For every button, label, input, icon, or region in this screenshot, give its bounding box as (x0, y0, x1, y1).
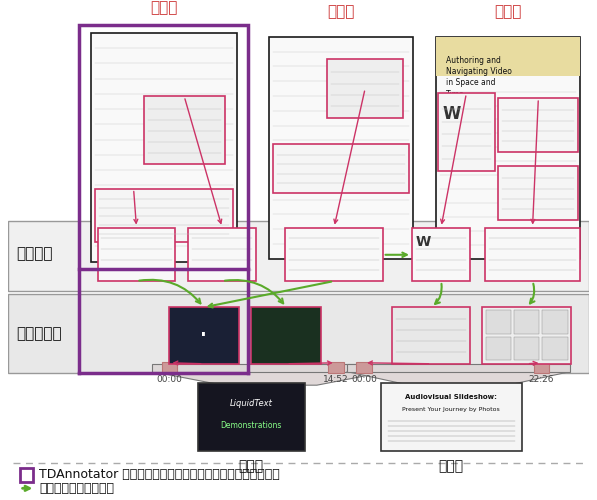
Bar (8, 220, 589, 291)
Bar (162, 362, 177, 372)
Text: 論文３: 論文３ (494, 4, 522, 20)
Text: 部分要素間の関係情報: 部分要素間の関係情報 (39, 482, 114, 495)
Bar (381, 383, 522, 452)
Bar (273, 144, 409, 192)
Text: W: W (416, 236, 431, 250)
Bar (542, 310, 568, 334)
Text: Audiovisual Slideshow:: Audiovisual Slideshow: (405, 394, 497, 400)
Bar (97, 228, 176, 281)
Bar (328, 362, 343, 372)
Bar (188, 228, 256, 281)
Bar (498, 166, 578, 220)
Text: Demonstrations: Demonstrations (221, 421, 282, 430)
Text: ·: · (199, 322, 208, 349)
Text: 映像シーン: 映像シーン (16, 326, 61, 341)
Bar (514, 336, 539, 360)
Text: 論文１: 論文１ (150, 0, 177, 16)
Bar (168, 308, 239, 364)
Bar (436, 37, 580, 76)
Bar (285, 228, 383, 281)
Text: 00:00: 00:00 (156, 376, 183, 384)
Text: 映像２: 映像２ (439, 459, 464, 473)
Bar (514, 310, 539, 334)
Text: 論文２: 論文２ (327, 4, 355, 20)
Text: TDAnnotator で論文１を開いた場合に閲覧できるコンテンツ: TDAnnotator で論文１を開いた場合に閲覧できるコンテンツ (39, 468, 280, 481)
Bar (152, 364, 387, 372)
Bar (8, 294, 589, 374)
Polygon shape (152, 372, 387, 385)
Bar (436, 37, 580, 258)
Bar (485, 228, 580, 281)
Bar (95, 188, 233, 242)
Bar (356, 362, 372, 372)
Bar (486, 310, 511, 334)
Bar (269, 37, 413, 258)
Text: 00:00: 00:00 (351, 376, 377, 384)
Text: W: W (442, 105, 460, 123)
Polygon shape (347, 372, 571, 385)
Bar (347, 364, 571, 372)
Bar (438, 94, 494, 171)
Bar (144, 96, 225, 164)
Text: LiquidText: LiquidText (230, 399, 273, 408)
Bar (198, 383, 305, 452)
Text: Present Your Journey by Photos: Present Your Journey by Photos (402, 406, 500, 412)
Bar (79, 25, 248, 270)
Text: Authoring and
Navigating Video
in Space and
Time: Authoring and Navigating Video in Space … (446, 56, 512, 98)
Bar (20, 468, 33, 481)
Bar (8, 14, 589, 330)
Bar (251, 308, 321, 364)
Text: 14:52: 14:52 (323, 376, 349, 384)
Bar (498, 98, 578, 152)
Bar (482, 308, 571, 364)
Bar (412, 228, 470, 281)
Bar (327, 59, 403, 118)
Text: 22:26: 22:26 (528, 376, 554, 384)
Text: 映像１: 映像１ (239, 459, 264, 473)
Bar (392, 308, 470, 364)
Text: 論文部分: 論文部分 (16, 246, 53, 262)
Bar (534, 362, 549, 372)
Bar (91, 33, 236, 262)
Bar (486, 336, 511, 360)
Bar (542, 336, 568, 360)
